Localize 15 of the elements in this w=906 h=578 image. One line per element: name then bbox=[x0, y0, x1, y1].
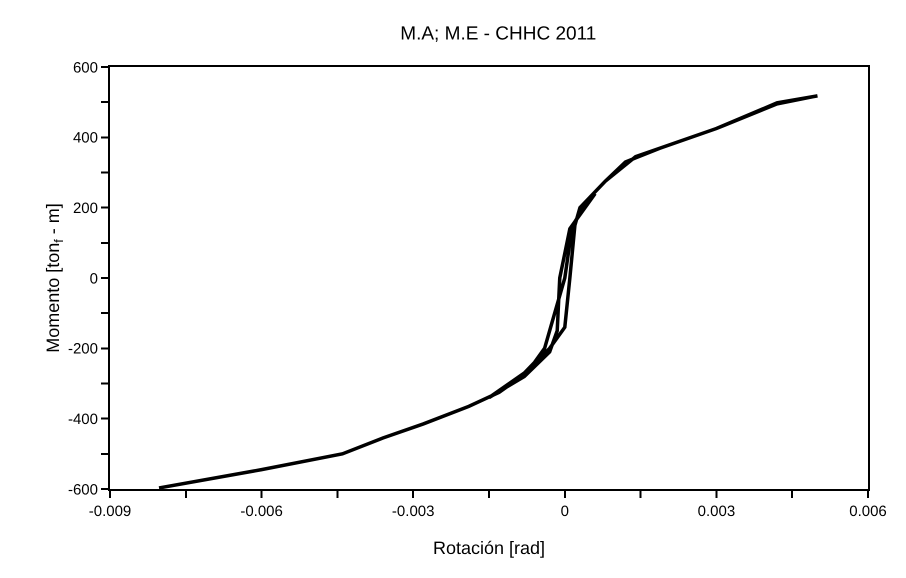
y-tick-label: 200 bbox=[72, 200, 98, 217]
y-tick-label: -200 bbox=[68, 340, 98, 358]
x-tick-label: 0 bbox=[560, 503, 569, 520]
y-tick-label: -400 bbox=[68, 410, 98, 428]
x-axis-title: Rotación [rad] bbox=[432, 538, 546, 558]
x-tick-label: 0.003 bbox=[698, 503, 736, 520]
y-tick-label: 400 bbox=[72, 130, 98, 147]
y-tick-label: -600 bbox=[68, 481, 98, 498]
chart-title: M.A; M.E - CHHC 2011 bbox=[400, 23, 596, 44]
x-tick-label: 0.006 bbox=[849, 503, 887, 520]
x-tick-label: -0.009 bbox=[88, 503, 132, 520]
y-tick-label: 0 bbox=[90, 270, 98, 288]
x-tick-label: -0.006 bbox=[240, 503, 283, 520]
x-tick-label: -0.003 bbox=[392, 503, 434, 520]
y-tick-label: 600 bbox=[72, 59, 98, 76]
